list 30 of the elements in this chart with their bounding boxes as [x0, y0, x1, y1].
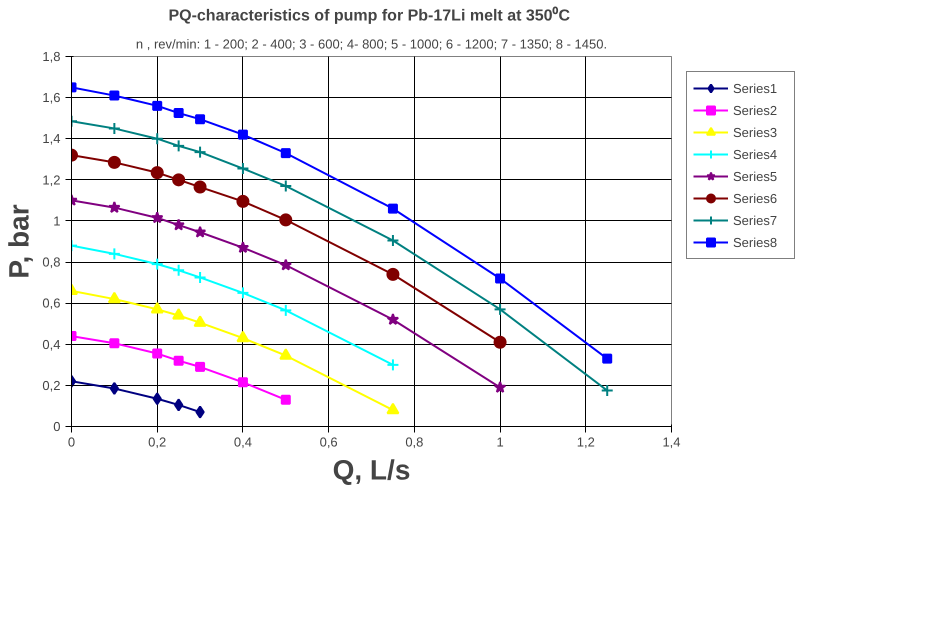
y-tick-label: 0 — [53, 419, 61, 434]
y-tick-label: 1,6 — [42, 90, 61, 106]
legend-label: Series8 — [733, 234, 778, 250]
legend-label: Series3 — [733, 124, 778, 140]
x-tick-label: 0,2 — [148, 434, 166, 450]
y-tick-label: 0,6 — [42, 296, 61, 311]
y-tick-label: 0,8 — [42, 254, 61, 270]
chart-subtitle: n , rev/min: 1 - 200; 2 - 400; 3 - 600; 4- 800; 5 - 1000; 6 - 1200; 7 - 1350; 8 - 1450. — [136, 36, 608, 52]
legend-label: Series5 — [733, 168, 778, 184]
x-axis-title: Q, L/s — [332, 454, 410, 486]
y-tick-label: 1,4 — [42, 131, 61, 146]
x-tick-label: 0 — [68, 434, 76, 450]
x-tick-label: 1 — [496, 434, 504, 450]
y-tick-label: 1,2 — [42, 172, 61, 188]
legend-label: Series6 — [733, 190, 778, 206]
x-tick-label: 1,4 — [662, 434, 681, 450]
legend-label: Series7 — [733, 212, 778, 228]
x-tick-label: 0,6 — [320, 434, 338, 450]
y-tick-label: 1,8 — [42, 49, 61, 64]
y-tick-label: 0,2 — [42, 378, 61, 393]
chart-title: PQ-characteristics of pump for Pb-17Li melt at 350⁰C — [168, 6, 571, 24]
y-tick-label: 0,4 — [42, 336, 61, 352]
legend-label: Series1 — [733, 80, 778, 96]
y-axis-title: P, bar — [3, 204, 34, 279]
x-tick-label: 1,2 — [576, 434, 595, 450]
y-tick-label: 1 — [53, 213, 61, 228]
x-tick-label: 0,8 — [405, 434, 424, 450]
x-tick-label: 0,4 — [234, 434, 252, 450]
legend-label: Series4 — [733, 146, 778, 162]
legend-label: Series2 — [733, 102, 778, 118]
